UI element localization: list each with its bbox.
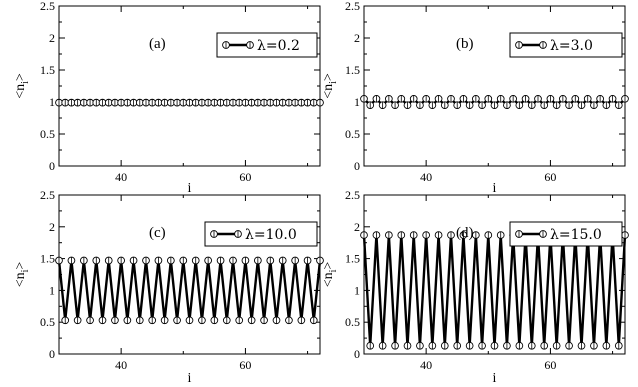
y-tick-label: 0.5 xyxy=(345,315,360,329)
y-tick-label: 2 xyxy=(49,31,55,45)
x-tick-label: 40 xyxy=(420,170,432,184)
x-axis-label: i xyxy=(188,181,192,196)
series-line xyxy=(362,235,627,346)
panel-3: 0 0.5 1 1.5 2 2.5 40 60 i <ni> (c) λ=10.0 xyxy=(13,188,324,386)
x-axis-label: i xyxy=(493,181,497,196)
y-tick-label: 0 xyxy=(354,347,360,361)
legend-box xyxy=(509,32,623,58)
y-tick-label: 0.5 xyxy=(345,127,360,141)
legend-label: λ=3.0 xyxy=(550,38,593,54)
y-tick-label: 0.5 xyxy=(40,315,55,329)
panel-label: (b) xyxy=(456,36,474,52)
y-axis-label: <ni> xyxy=(13,262,31,288)
panel-label: (c) xyxy=(149,225,166,241)
y-tick-label: 0.5 xyxy=(40,127,55,141)
y-tick-label: 0 xyxy=(49,347,55,361)
y-tick-label: 1.5 xyxy=(40,252,55,266)
plot-frame xyxy=(58,5,321,167)
y-tick-label: 0 xyxy=(49,159,55,173)
series-line xyxy=(57,260,322,321)
y-tick-label: 2.5 xyxy=(40,0,55,13)
legend-label: λ=0.2 xyxy=(257,38,300,54)
x-tick-label: 40 xyxy=(115,358,127,372)
y-tick-label: 2.5 xyxy=(345,0,360,13)
y-tick-label: 1.5 xyxy=(40,63,55,77)
x-axis-label: i xyxy=(188,371,192,386)
legend-label: λ=15.0 xyxy=(550,227,602,243)
y-tick-label: 2 xyxy=(49,220,55,234)
panel-2: 0 0.5 1 1.5 2 2.5 40 60 i <ni> (b) λ=3.0 xyxy=(321,0,629,196)
y-tick-label: 2 xyxy=(354,220,360,234)
x-axis-label: i xyxy=(493,371,497,386)
y-tick-label: 1 xyxy=(354,95,360,109)
y-tick-label: 0 xyxy=(354,159,360,173)
y-tick-label: 2.5 xyxy=(345,188,360,202)
y-axis-label: <ni> xyxy=(321,262,339,288)
panel-4: 0 0.5 1 1.5 2 2.5 40 60 i <ni> (d) λ=15.0 xyxy=(321,188,629,386)
y-tick-label: 1 xyxy=(354,283,360,297)
y-axis-label: <ni> xyxy=(13,73,31,99)
y-tick-label: 1.5 xyxy=(345,63,360,77)
y-tick-label: 2.5 xyxy=(40,188,55,202)
panel-1: 0 0.5 1 1.5 2 2.5 40 60 i <ni> (a) λ=0.2 xyxy=(13,0,324,196)
x-tick-label: 40 xyxy=(115,170,127,184)
x-tick-label: 60 xyxy=(544,358,556,372)
y-tick-label: 2 xyxy=(354,31,360,45)
legend-label: λ=10.0 xyxy=(245,227,297,243)
y-tick-label: 1.5 xyxy=(345,252,360,266)
y-tick-label: 1 xyxy=(49,283,55,297)
y-axis-label: <ni> xyxy=(321,73,339,99)
x-tick-label: 60 xyxy=(239,170,251,184)
panel-label: (d) xyxy=(456,225,474,241)
x-tick-label: 60 xyxy=(239,358,251,372)
x-tick-label: 40 xyxy=(420,358,432,372)
y-tick-label: 1 xyxy=(49,95,55,109)
panel-label: (a) xyxy=(149,36,166,52)
x-tick-label: 60 xyxy=(544,170,556,184)
plot-frame xyxy=(363,5,626,167)
